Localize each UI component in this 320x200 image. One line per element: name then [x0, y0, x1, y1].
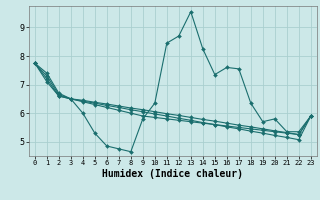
X-axis label: Humidex (Indice chaleur): Humidex (Indice chaleur): [102, 169, 243, 179]
